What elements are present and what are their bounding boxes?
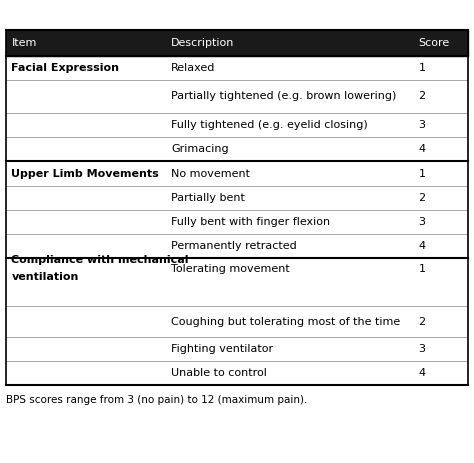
Text: 3: 3 [419,217,426,227]
Text: Fully bent with finger flexion: Fully bent with finger flexion [171,217,330,227]
Text: Facial Expression: Facial Expression [11,63,119,73]
Text: BPS scores range from 3 (no pain) to 12 (maximum pain).: BPS scores range from 3 (no pain) to 12 … [6,394,307,405]
Text: Partially bent: Partially bent [171,193,245,203]
Text: Coughing but tolerating most of the time: Coughing but tolerating most of the time [171,317,400,326]
Text: Fully tightened (e.g. eyelid closing): Fully tightened (e.g. eyelid closing) [171,120,368,131]
Text: 4: 4 [419,241,426,251]
Text: 1: 1 [419,263,426,274]
Text: Compliance with mechanical
ventilation: Compliance with mechanical ventilation [11,256,189,282]
Text: 1: 1 [419,63,426,73]
Text: 1: 1 [419,169,426,179]
Text: Description: Description [171,38,234,48]
Text: 3: 3 [419,344,426,354]
Text: Fighting ventilator: Fighting ventilator [171,344,273,354]
Text: 3: 3 [419,120,426,131]
Text: Permanently retracted: Permanently retracted [171,241,297,251]
Text: Relaxed: Relaxed [171,63,215,73]
Text: Grimacing: Grimacing [171,144,228,155]
Text: 4: 4 [419,144,426,155]
Text: Item: Item [11,38,37,48]
Text: No movement: No movement [171,169,250,179]
Text: 2: 2 [419,92,426,101]
Text: Score: Score [419,38,450,48]
Text: 4: 4 [419,369,426,378]
Text: Upper Limb Movements: Upper Limb Movements [11,169,159,179]
Text: Partially tightened (e.g. brown lowering): Partially tightened (e.g. brown lowering… [171,92,396,101]
Bar [6,30,468,56]
Text: Unable to control: Unable to control [171,369,267,378]
Text: 2: 2 [419,317,426,326]
Text: Tolerating movement: Tolerating movement [171,263,290,274]
Text: 2: 2 [419,193,426,203]
